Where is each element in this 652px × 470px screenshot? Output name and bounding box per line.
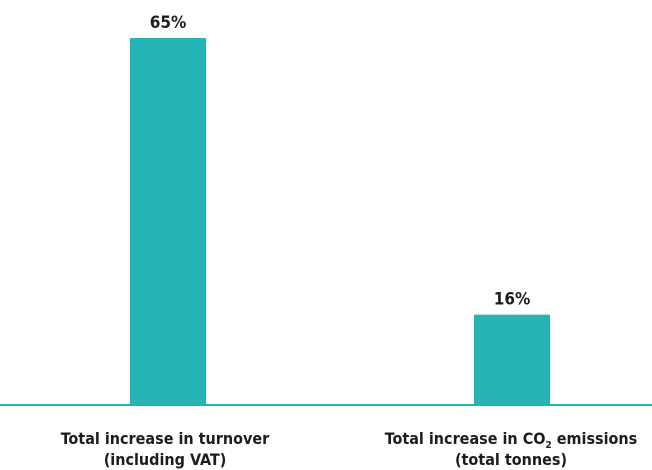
category-label-co2-line1: Total increase in CO2 emissions: [385, 429, 637, 451]
value-label-co2: 16%: [494, 290, 531, 310]
category-label-co2-line2: (total tonnes): [455, 450, 567, 469]
co2-label-suffix: emissions: [552, 429, 637, 448]
co2-label-subscript: 2: [545, 440, 551, 451]
bars-group: [130, 38, 550, 405]
co2-label-prefix: Total increase in CO: [385, 429, 546, 448]
category-label-turnover-line1: Total increase in turnover: [61, 429, 270, 448]
bar-co2: [474, 314, 550, 405]
category-label-turnover-line2: (including VAT): [104, 450, 227, 469]
value-label-turnover: 65%: [150, 13, 187, 33]
bar-turnover: [130, 38, 206, 405]
